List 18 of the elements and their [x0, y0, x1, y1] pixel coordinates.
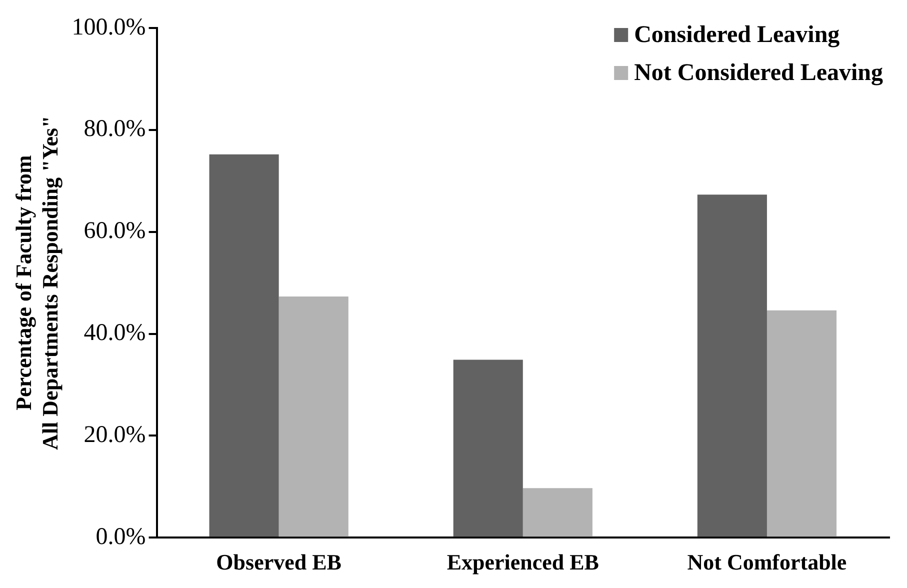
bar [522, 488, 592, 537]
bar [766, 310, 837, 537]
y-tick-label: 40.0% [84, 320, 146, 346]
y-tick-label: 0.0% [96, 524, 146, 550]
bar [453, 360, 523, 537]
bar [697, 194, 767, 537]
y-tick-label: 60.0% [84, 218, 146, 244]
y-tick-label: 80.0% [84, 116, 146, 142]
bar [209, 154, 279, 537]
x-tick-label: Experienced EB [446, 549, 600, 574]
bar [278, 296, 348, 537]
x-tick-label: Not Comfortable [687, 549, 847, 574]
legend-label: Not Considered Leaving [634, 60, 883, 86]
legend-label: Considered Leaving [634, 22, 840, 48]
y-axis-title: Percentage of Faculty from All Departments Responding "Yes" [10, 116, 62, 450]
y-tick-label: 100.0% [72, 14, 146, 40]
y-tick-label: 20.0% [84, 422, 146, 448]
x-tick-label: Observed EB [216, 549, 342, 574]
